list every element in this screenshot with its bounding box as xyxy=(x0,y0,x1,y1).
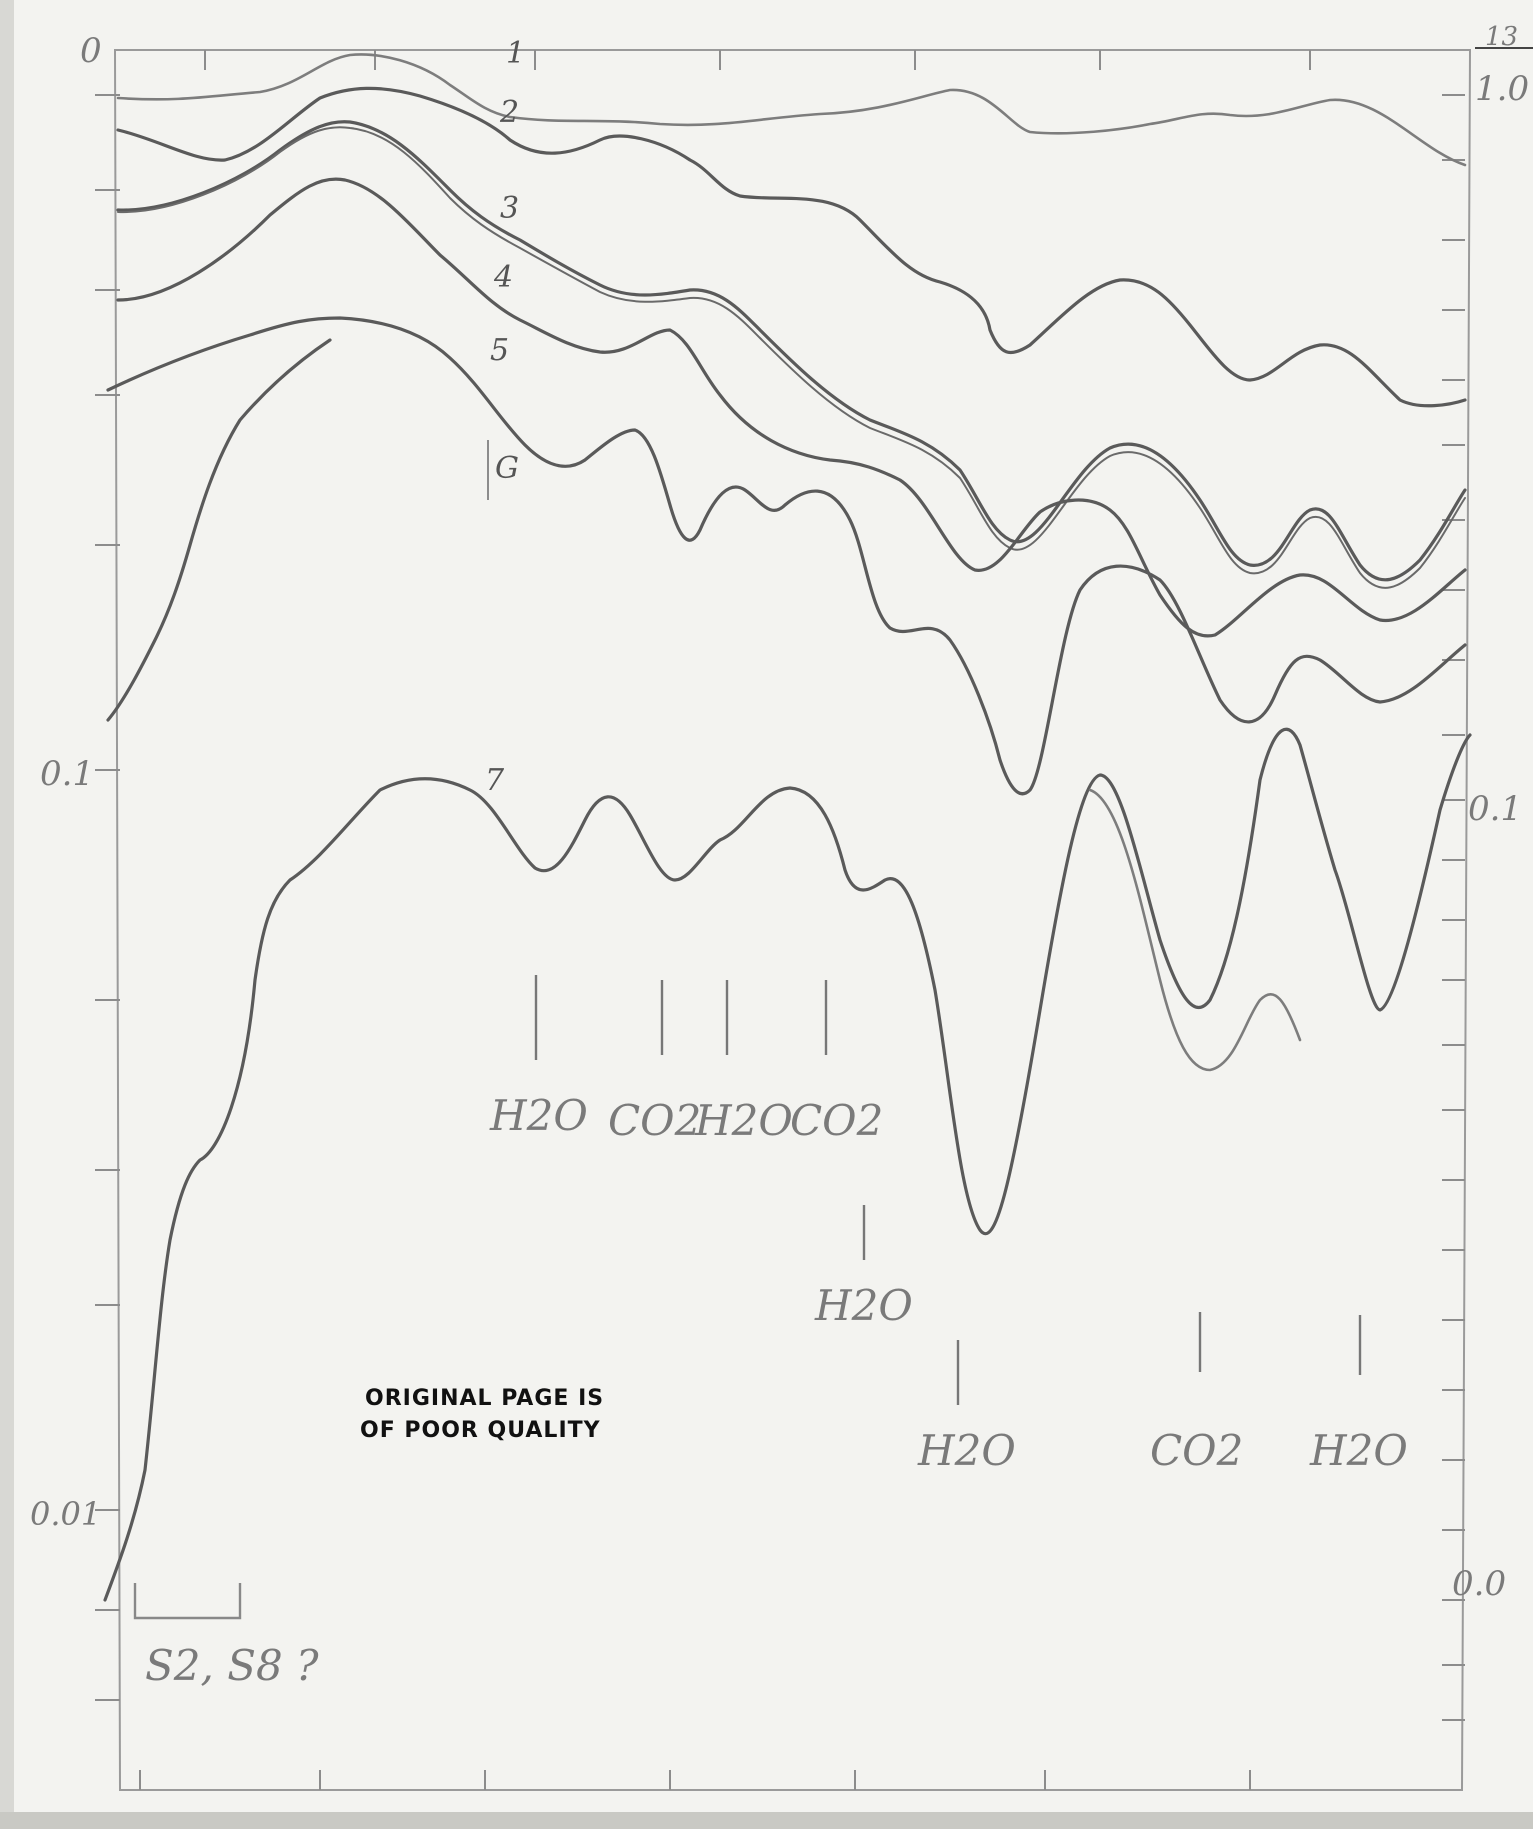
band-label-h2o-2: H2O xyxy=(694,1096,793,1145)
series-1-label: 1 xyxy=(506,36,525,71)
y-tick-label-right-mid: 0.1 xyxy=(1468,789,1522,829)
series-7-line xyxy=(103,727,1472,1602)
band-label-h2o-5: H2O xyxy=(1309,1426,1408,1475)
band-label-co2-1: CO2 xyxy=(608,1096,701,1145)
stamp-line-1: ORIGINAL PAGE IS xyxy=(365,1386,604,1411)
y-tick-label-left-bottom: 0.01 xyxy=(30,1495,101,1533)
plot-frame xyxy=(113,49,1472,1791)
series-4-line xyxy=(117,126,1466,589)
series-7-branch xyxy=(1088,788,1302,1072)
series-7-label: 7 xyxy=(485,763,505,798)
series-3-line xyxy=(116,120,1467,582)
scan-left-shadow xyxy=(0,0,14,1829)
series-6-left-rise xyxy=(106,338,332,722)
series-6-line xyxy=(106,316,1467,796)
band-label-co2-3: CO2 xyxy=(1150,1426,1243,1475)
y-tick-label-left-mid: 0.1 xyxy=(40,754,94,794)
series-2-line xyxy=(116,86,1467,408)
series-3-label: 3 xyxy=(500,191,519,226)
stamp-line-2: OF POOR QUALITY xyxy=(360,1418,601,1443)
y-tick-label-left-top: 0 xyxy=(80,31,102,71)
s2-s8-label: S2, S8 ? xyxy=(145,1641,319,1690)
band-label-h2o-1: H2O xyxy=(489,1091,588,1140)
series-4-label: 4 xyxy=(493,260,513,295)
series-6-label: G xyxy=(495,451,519,486)
series-5-line xyxy=(116,177,1467,638)
band-label-h2o-3: H2O xyxy=(814,1281,913,1330)
s2-s8-bracket xyxy=(133,1583,242,1620)
axis-ticks xyxy=(95,50,1465,1790)
series-2-label: 2 xyxy=(499,95,519,130)
series-5-label: 5 xyxy=(490,333,509,368)
series-1-line xyxy=(116,53,1467,167)
band-label-co2-2: CO2 xyxy=(790,1096,883,1145)
band-label-h2o-4: H2O xyxy=(917,1426,1016,1475)
y-tick-label-right-top: 1.0 xyxy=(1475,69,1529,109)
scan-bottom-shadow xyxy=(0,1812,1533,1829)
y-tick-label-right-bottom: 0.0 xyxy=(1452,1564,1506,1604)
